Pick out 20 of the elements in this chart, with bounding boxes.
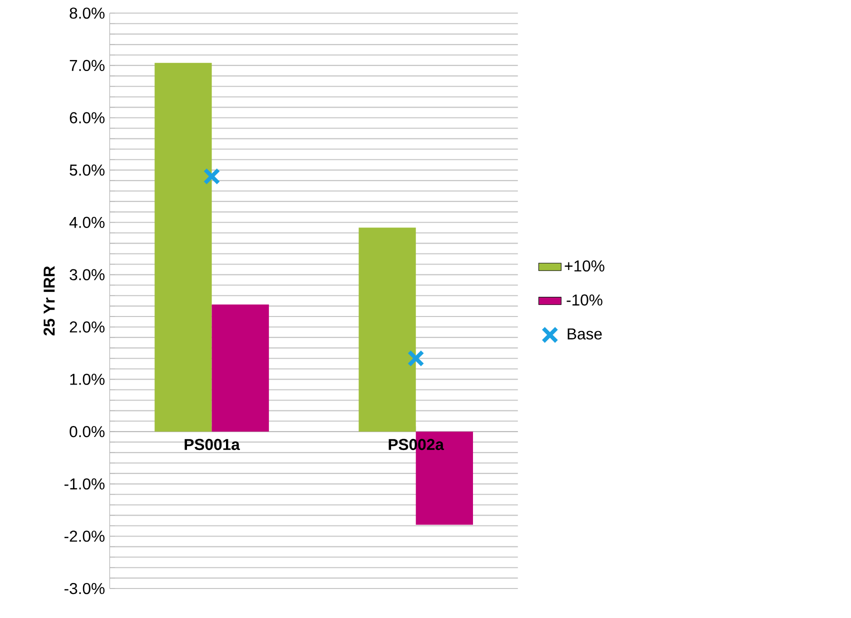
y-tick-label: -2.0%	[64, 530, 105, 542]
y-tick-label: 5.0%	[70, 164, 105, 176]
legend-label: +10%	[564, 260, 604, 272]
y-tick-label: 1.0%	[70, 374, 105, 386]
y-tick-label: 3.0%	[70, 269, 105, 281]
legend-label: Base	[568, 328, 602, 340]
y-tick-label: 8.0%	[70, 8, 105, 19]
y-tick-label: 4.0%	[69, 217, 105, 228]
x-tick-label: PS001a	[184, 439, 240, 450]
bar	[358, 228, 416, 432]
y-axis-title: 25 Yr IRR	[44, 266, 55, 336]
y-tick-label: 0.0%	[70, 426, 105, 438]
bar	[154, 63, 212, 432]
y-tick-label: 7.0%	[70, 60, 105, 72]
y-tick-label: 6.0%	[70, 112, 105, 124]
legend-label: -10%	[566, 294, 602, 306]
y-tick-label: -3.0%	[64, 583, 105, 594]
y-tick-label: -1.0%	[64, 478, 105, 490]
y-tick-label: 2.0%	[70, 322, 105, 333]
bar	[212, 304, 269, 432]
